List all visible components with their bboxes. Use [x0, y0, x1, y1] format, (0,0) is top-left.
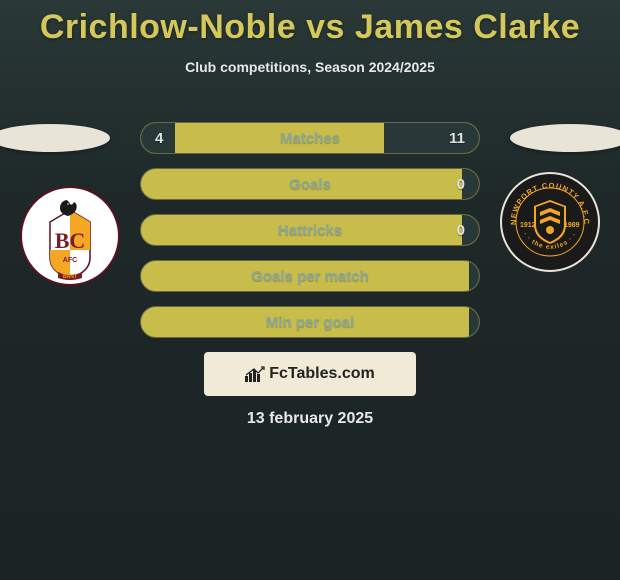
- newport-badge-icon: NEWPORT COUNTY A.F.C · · the exiles · · …: [500, 172, 600, 272]
- comparison-bars: Matches411Goals0Hattricks0Goals per matc…: [140, 122, 480, 352]
- stat-label: Min per goal: [141, 314, 479, 331]
- vs-text: vs: [306, 8, 345, 46]
- bradford-badge-icon: BC AFC BANT: [20, 186, 120, 286]
- stat-row: Goals0: [140, 168, 480, 200]
- stat-right-fill: [469, 307, 479, 337]
- stat-right-fill: [469, 261, 479, 291]
- stat-label: Goals per match: [141, 268, 479, 285]
- svg-text:1912: 1912: [520, 222, 536, 229]
- svg-text:BC: BC: [55, 228, 86, 253]
- stat-row: Goals per match: [140, 260, 480, 292]
- player1-name: Crichlow-Noble: [40, 8, 296, 46]
- right-ellipse-shadow: [510, 124, 620, 152]
- fctables-watermark: FcTables.com: [204, 352, 416, 396]
- date-text: 13 february 2025: [0, 410, 620, 428]
- svg-text:AFC: AFC: [63, 257, 77, 264]
- stat-label: Goals: [141, 176, 479, 193]
- page-title: Crichlow-Noble vs James Clarke: [0, 0, 620, 47]
- left-club-badge: BC AFC BANT: [20, 186, 120, 286]
- right-club-badge: NEWPORT COUNTY A.F.C · · the exiles · · …: [500, 172, 600, 272]
- subtitle: Club competitions, Season 2024/2025: [0, 59, 620, 75]
- left-ellipse-shadow: [0, 124, 110, 152]
- stat-row: Hattricks0: [140, 214, 480, 246]
- chart-icon: [245, 366, 265, 382]
- stat-row: Matches411: [140, 122, 480, 154]
- stat-right-value: 11: [449, 130, 465, 147]
- svg-text:1989: 1989: [564, 222, 580, 229]
- stat-label: Hattricks: [141, 222, 479, 239]
- stat-row: Min per goal: [140, 306, 480, 338]
- svg-text:BANT: BANT: [63, 274, 77, 280]
- stat-right-value: 0: [457, 176, 465, 193]
- stat-right-value: 0: [457, 222, 465, 239]
- fctables-text: FcTables.com: [269, 365, 375, 383]
- stat-left-value: 4: [155, 130, 163, 147]
- player2-name: James Clarke: [355, 8, 580, 46]
